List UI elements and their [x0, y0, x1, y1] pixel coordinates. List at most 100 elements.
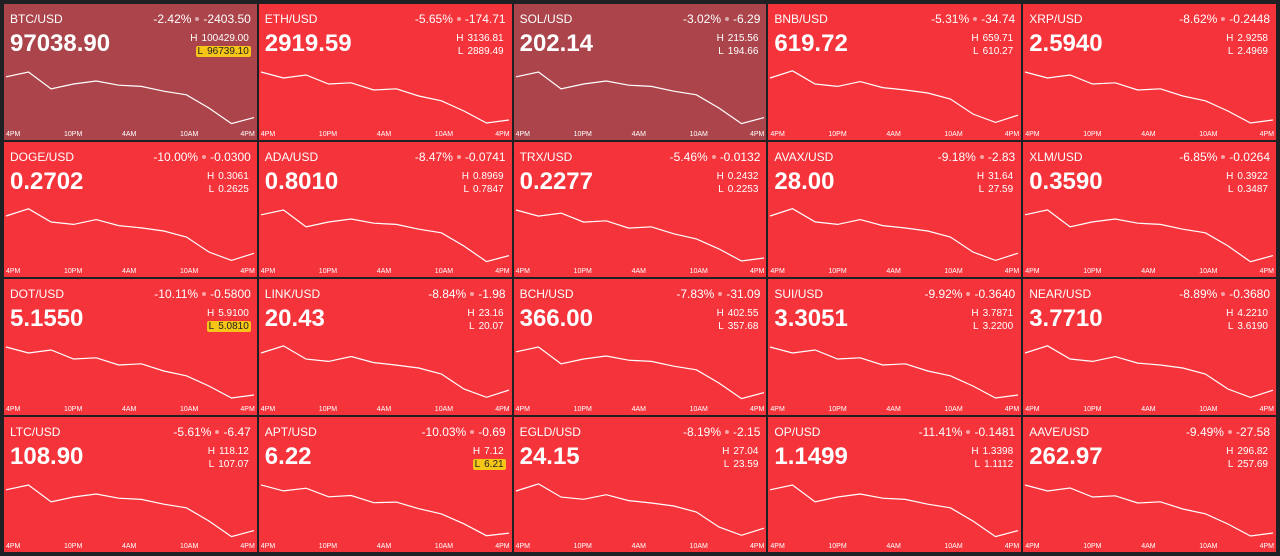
sparkline-chart: [1025, 345, 1274, 399]
change-value: -2.15: [733, 424, 761, 439]
time-label: 4AM: [631, 268, 646, 275]
high: H 0.3061: [205, 171, 251, 182]
ticker-tile[interactable]: XRP/USD -8.62% -0.2448 2.5940 H 2.9258 L 2.4969…: [1023, 4, 1276, 140]
high: H 27.04: [720, 446, 760, 457]
low: L 0.3487: [1226, 184, 1270, 195]
sparkline-chart: [5, 483, 255, 537]
separator-dot: [718, 292, 723, 296]
separator-dot: [725, 17, 730, 21]
time-label: 4PM: [260, 405, 276, 413]
change-value: -0.0300: [210, 149, 251, 164]
price: 202.14: [519, 30, 593, 57]
time-label: 10PM: [828, 405, 847, 413]
low: L 23.59: [722, 459, 761, 470]
low-value: 3.6190: [1237, 321, 1268, 332]
low-value: 257.69: [1237, 458, 1268, 470]
time-label: 4PM: [770, 268, 785, 275]
sparkline-chart: [260, 71, 509, 124]
change: -5.65% -174.71: [415, 12, 506, 26]
high-value: 215.56: [727, 33, 759, 44]
ticker-tile[interactable]: AAVE/USD -9.49% -27.58 262.97 H 296.82 L 257.69…: [1023, 416, 1276, 552]
high-prefix: H: [472, 445, 481, 457]
ticker-tile[interactable]: ETH/USD -5.65% -174.71 2919.59 H 3136.81 L 2889…: [258, 4, 512, 140]
sparkline: [260, 345, 509, 398]
symbol: SOL/USD: [519, 12, 573, 26]
ticker-tile[interactable]: TRX/USD -5.46% -0.0132 0.2277 H 0.2432 L 0.2253…: [513, 141, 767, 277]
time-label: 4PM: [770, 543, 785, 550]
low-prefix: L: [208, 183, 215, 195]
ticker-tile[interactable]: EGLD/USD -8.19% -2.15 24.15 H 27.04 L 23.59 4PM 1…: [513, 416, 767, 552]
ticker-tile[interactable]: BTC/USD -2.42% -2403.50 97038.90 H 100429.00 L…: [4, 4, 257, 140]
time-label: 10PM: [828, 130, 847, 138]
time-label: 4AM: [122, 130, 137, 138]
change-percent: -8.89%: [1179, 287, 1218, 301]
ticker-tile[interactable]: DOT/USD -10.11% -0.5800 5.1550 H 5.9100 L 5.081…: [4, 279, 257, 415]
sparkline-chart: [260, 483, 509, 536]
time-label: 10PM: [64, 405, 83, 413]
sparkline: [5, 346, 255, 399]
high-value: 0.3061: [218, 170, 249, 182]
time-label: 4AM: [886, 268, 901, 275]
low-prefix: L: [723, 458, 730, 470]
low: L 357.68: [716, 321, 760, 332]
ticker-tile[interactable]: APT/USD -10.03% -0.69 6.22 H 7.12 L 6.21 4PM 10PM…: [258, 416, 512, 552]
change: -6.85% -0.0264: [1179, 150, 1270, 164]
time-label: 4PM: [515, 405, 530, 413]
ticker-tile[interactable]: DOGE/USD -10.00% -0.0300 0.2702 H 0.3061 L 0.26…: [4, 141, 257, 277]
ticker-tile[interactable]: XLM/USD -6.85% -0.0264 0.3590 H 0.3922 L 0.3487…: [1023, 141, 1276, 277]
high: H 215.56: [715, 33, 761, 44]
high-prefix: H: [716, 308, 724, 319]
symbol: BTC/USD: [10, 12, 63, 26]
ticker-tile[interactable]: LINK/USD -8.84% -1.98 20.43 H 23.16 L 20.07 4PM 1…: [258, 279, 512, 415]
sparkline: [1025, 71, 1274, 124]
price: 97038.90: [10, 30, 111, 57]
time-label: 4PM: [1004, 268, 1020, 275]
time-label: 10AM: [434, 543, 454, 550]
time-label: 4PM: [260, 268, 276, 275]
ticker-tile[interactable]: OP/USD -11.41% -0.1481 1.1499 H 1.3398 L 1.1112…: [768, 416, 1022, 552]
time-label: 10AM: [434, 268, 454, 275]
ticker-tile[interactable]: BNB/USD -5.31% -34.74 619.72 H 659.71 L 610.27 4…: [768, 4, 1022, 140]
time-label: 4PM: [515, 543, 530, 550]
time-label: 10PM: [318, 405, 338, 413]
change-value: -1.98: [478, 287, 506, 301]
ticker-tile[interactable]: SOL/USD -3.02% -6.29 202.14 H 215.56 L 194.66 4P…: [513, 4, 767, 140]
time-label: 10PM: [1083, 130, 1102, 138]
time-label: 4PM: [240, 543, 255, 550]
ticker-tile[interactable]: AVAX/USD -9.18% -2.83 28.00 H 31.64 L 27.59 4PM 1…: [768, 141, 1022, 277]
time-label: 10AM: [1199, 543, 1218, 550]
separator-dot: [202, 154, 207, 159]
low-value: 20.07: [478, 321, 504, 332]
high: H 7.12: [471, 446, 506, 457]
ticker-tile[interactable]: SUI/USD -9.92% -0.3640 3.3051 H 3.7871 L 3.2200…: [768, 279, 1022, 415]
ticker-tile[interactable]: ADA/USD -8.47% -0.0741 0.8010 H 0.8969 L 0.7847…: [258, 141, 512, 277]
time-label: 10PM: [573, 405, 592, 413]
symbol: EGLD/USD: [519, 424, 581, 439]
sparkline: [1025, 483, 1274, 537]
time-label: 4AM: [631, 130, 646, 138]
low: L 0.2253: [716, 184, 760, 195]
time-label: 4PM: [495, 268, 510, 275]
price: 108.90: [10, 442, 84, 470]
sparkline-chart: [5, 71, 255, 125]
separator-dot: [1227, 429, 1232, 434]
time-label: 4AM: [1141, 268, 1156, 275]
price: 0.3590: [1029, 167, 1103, 195]
low-prefix: L: [208, 321, 215, 332]
change: -8.47% -0.0741: [415, 150, 506, 164]
time-label: 4PM: [1025, 405, 1040, 413]
sparkline: [5, 207, 255, 261]
high-value: 5.9100: [218, 308, 249, 319]
symbol: BCH/USD: [519, 287, 574, 301]
ticker-tile[interactable]: LTC/USD -5.61% -6.47 108.90 H 118.12 L 107.07 4P…: [4, 416, 257, 552]
high-value: 0.3922: [1237, 170, 1268, 182]
high-prefix: H: [716, 33, 724, 44]
symbol: TRX/USD: [519, 149, 573, 164]
ticker-tile[interactable]: BCH/USD -7.83% -31.09 366.00 H 402.55 L 357.68 4…: [513, 279, 767, 415]
time-label: 4PM: [1025, 130, 1040, 138]
ticker-tile[interactable]: NEAR/USD -8.89% -0.3680 3.7710 H 4.2210 L 3.619…: [1023, 279, 1276, 415]
separator-dot: [456, 17, 461, 21]
change: -5.31% -34.74: [931, 12, 1015, 26]
low-prefix: L: [197, 46, 204, 57]
time-label: 4PM: [240, 405, 255, 413]
